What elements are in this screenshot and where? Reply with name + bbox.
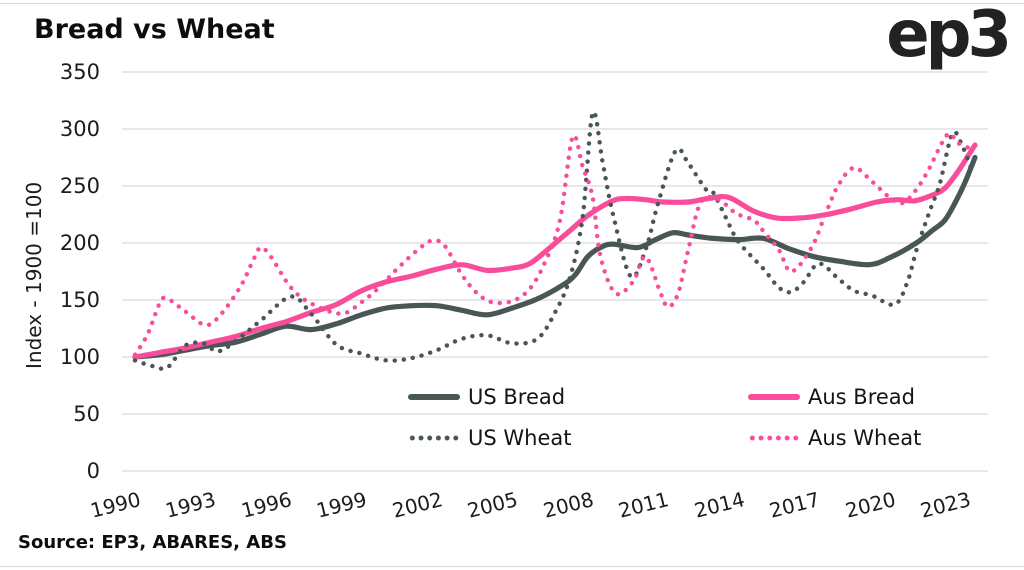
- source-note: Source: EP3, ABARES, ABS: [18, 532, 287, 553]
- series-aus-bread: [132, 142, 978, 360]
- y-tick-label-100: 100: [59, 345, 100, 369]
- legend-solid-line-icon: [748, 393, 800, 400]
- bottom-border: [0, 566, 1024, 567]
- legend-label: Aus Bread: [808, 384, 915, 409]
- chart-title: Bread vs Wheat: [34, 14, 275, 45]
- legend-dotted-line-icon: [748, 434, 800, 441]
- top-border: [0, 3, 1024, 4]
- series-aus-wheat: [132, 131, 973, 357]
- y-tick-label-350: 350: [59, 60, 100, 84]
- legend-item-aus-bread: Aus Bread: [748, 376, 921, 417]
- series-us-bread: [132, 154, 978, 360]
- ep3-logo: ep3: [886, 0, 1012, 72]
- y-tick-label-50: 50: [73, 402, 100, 426]
- legend-solid-line-icon: [408, 393, 460, 400]
- legend-label: US Bread: [468, 384, 566, 409]
- y-tick-label-0: 0: [86, 459, 100, 483]
- legend-label: Aus Wheat: [808, 425, 922, 450]
- y-tick-label-200: 200: [59, 231, 100, 255]
- y-tick-label-300: 300: [59, 117, 100, 141]
- y-tick-label-250: 250: [59, 174, 100, 198]
- legend-dotted-line-icon: [408, 434, 460, 441]
- legend-item-us-bread: US Bread: [408, 376, 748, 417]
- legend-label: US Wheat: [468, 425, 572, 450]
- y-tick-label-150: 150: [59, 288, 100, 312]
- chart-legend: US Bread Aus Bread US Wheat Aus Wheat: [408, 376, 921, 458]
- legend-item-us-wheat: US Wheat: [408, 417, 748, 458]
- series-us-wheat: [132, 109, 975, 371]
- legend-item-aus-wheat: Aus Wheat: [748, 417, 921, 458]
